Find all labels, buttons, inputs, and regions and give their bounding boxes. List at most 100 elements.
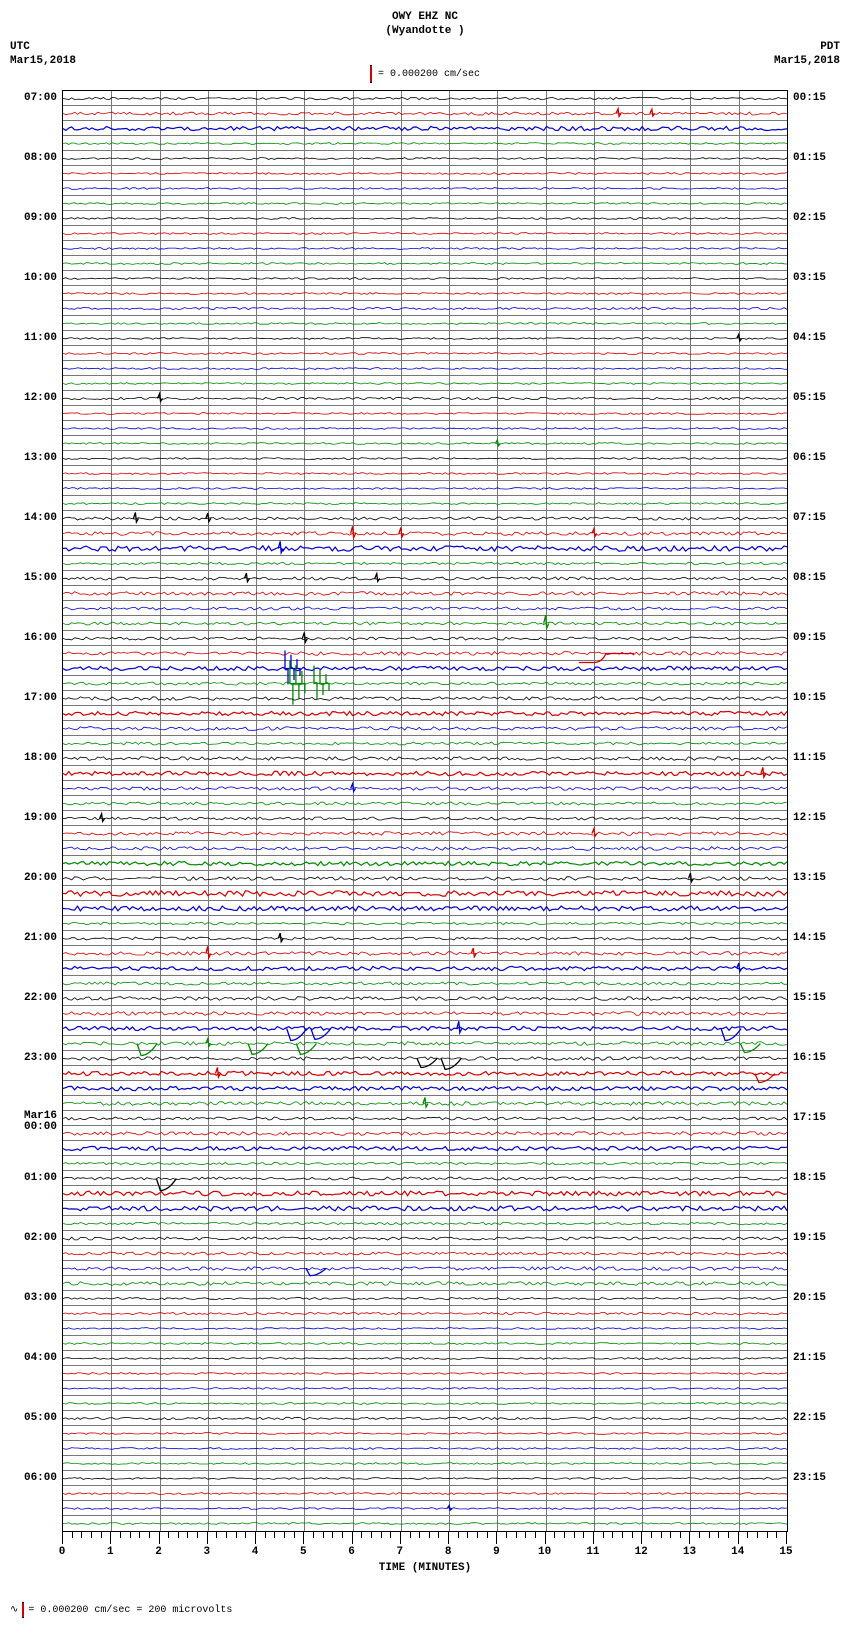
trace-row: Mar1600:0017:15 (63, 1111, 787, 1126)
trace-row (63, 136, 787, 151)
utc-time-label: 04:00 (24, 1352, 63, 1364)
trace-row (63, 286, 787, 301)
trace-row (63, 736, 787, 751)
seismogram-chart: 07:0000:1508:0001:1509:0002:1510:0003:15… (62, 90, 788, 1532)
utc-time-label: 19:00 (24, 812, 63, 824)
trace-row (63, 1321, 787, 1336)
trace-row (63, 181, 787, 196)
trace-row: 17:0010:15 (63, 691, 787, 706)
trace-row: 10:0003:15 (63, 271, 787, 286)
pdt-time-label: 16:15 (787, 1052, 826, 1064)
right-tz: PDT (774, 40, 840, 54)
trace-row (63, 1276, 787, 1291)
x-tick-label: 12 (635, 1546, 648, 1558)
trace-row (63, 1456, 787, 1471)
trace-row (63, 586, 787, 601)
trace-row (63, 1366, 787, 1381)
trace-row: 13:0006:15 (63, 451, 787, 466)
trace-row (63, 196, 787, 211)
trace-row (63, 886, 787, 901)
trace-row (63, 316, 787, 331)
chart-area: 07:0000:1508:0001:1509:0002:1510:0003:15… (62, 90, 788, 1582)
station-title: OWY EHZ NC (Wyandotte ) (385, 10, 464, 39)
pdt-block: PDT Mar15,2018 (774, 40, 840, 69)
trace-row (63, 1036, 787, 1051)
pdt-time-label: 11:15 (787, 752, 826, 764)
x-tick-label: 10 (538, 1546, 551, 1558)
trace-row (63, 1486, 787, 1501)
trace-row (63, 1156, 787, 1171)
trace-row (63, 361, 787, 376)
utc-time-label: 11:00 (24, 332, 63, 344)
utc-time-label: 13:00 (24, 452, 63, 464)
x-tick-label: 5 (300, 1546, 307, 1558)
pdt-time-label: 02:15 (787, 212, 826, 224)
utc-time-label: 01:00 (24, 1172, 63, 1184)
utc-time-label: 16:00 (24, 632, 63, 644)
utc-time-label: 05:00 (24, 1412, 63, 1424)
pdt-time-label: 23:15 (787, 1472, 826, 1484)
trace-row (63, 601, 787, 616)
pdt-time-label: 22:15 (787, 1412, 826, 1424)
pdt-time-label: 19:15 (787, 1232, 826, 1244)
trace-row: 14:0007:15 (63, 511, 787, 526)
trace-row (63, 1216, 787, 1231)
scale-bar-icon (370, 65, 372, 83)
utc-time-label: 06:00 (24, 1472, 63, 1484)
trace-row: 16:0009:15 (63, 631, 787, 646)
trace-row (63, 106, 787, 121)
left-date: Mar15,2018 (10, 54, 76, 68)
trace-row (63, 436, 787, 451)
station-code: OWY EHZ NC (385, 10, 464, 24)
trace-row (63, 496, 787, 511)
trace-row (63, 376, 787, 391)
pdt-time-label: 13:15 (787, 872, 826, 884)
utc-time-label: 23:00 (24, 1052, 63, 1064)
utc-time-label: 10:00 (24, 272, 63, 284)
footer-prefix: ∿ (10, 1604, 18, 1616)
x-tick-label: 4 (252, 1546, 259, 1558)
trace-row (63, 1261, 787, 1276)
pdt-time-label: 18:15 (787, 1172, 826, 1184)
trace-row (63, 1246, 787, 1261)
trace-row (63, 976, 787, 991)
trace-row: 20:0013:15 (63, 871, 787, 886)
seismogram-page: OWY EHZ NC (Wyandotte ) UTC Mar15,2018 P… (10, 10, 840, 1618)
x-tick-label: 13 (683, 1546, 696, 1558)
utc-block: UTC Mar15,2018 (10, 40, 76, 69)
trace-row (63, 466, 787, 481)
trace-row (63, 706, 787, 721)
x-tick-label: 11 (586, 1546, 599, 1558)
pdt-time-label: 17:15 (787, 1112, 826, 1124)
trace-row (63, 481, 787, 496)
trace-row: 04:0021:15 (63, 1351, 787, 1366)
trace-row (63, 1501, 787, 1516)
trace-row: 09:0002:15 (63, 211, 787, 226)
trace-row (63, 421, 787, 436)
utc-time-label: 17:00 (24, 692, 63, 704)
x-tick-label: 8 (445, 1546, 452, 1558)
trace-row (63, 1126, 787, 1141)
pdt-time-label: 00:15 (787, 92, 826, 104)
pdt-time-label: 12:15 (787, 812, 826, 824)
utc-time-label: 20:00 (24, 872, 63, 884)
utc-time-label: 12:00 (24, 392, 63, 404)
trace-row (63, 721, 787, 736)
trace-row (63, 1336, 787, 1351)
trace-row (63, 916, 787, 931)
pdt-time-label: 03:15 (787, 272, 826, 284)
trace-row: 02:0019:15 (63, 1231, 787, 1246)
trace-row (63, 1396, 787, 1411)
trace-row (63, 1306, 787, 1321)
trace-row: 01:0018:15 (63, 1171, 787, 1186)
trace-row (63, 676, 787, 691)
trace-row (63, 961, 787, 976)
trace-row (63, 946, 787, 961)
x-tick-label: 14 (731, 1546, 744, 1558)
trace-row (63, 766, 787, 781)
trace-row (63, 1081, 787, 1096)
trace-row (63, 121, 787, 136)
trace-row (63, 796, 787, 811)
trace-row: 18:0011:15 (63, 751, 787, 766)
trace-row (63, 556, 787, 571)
